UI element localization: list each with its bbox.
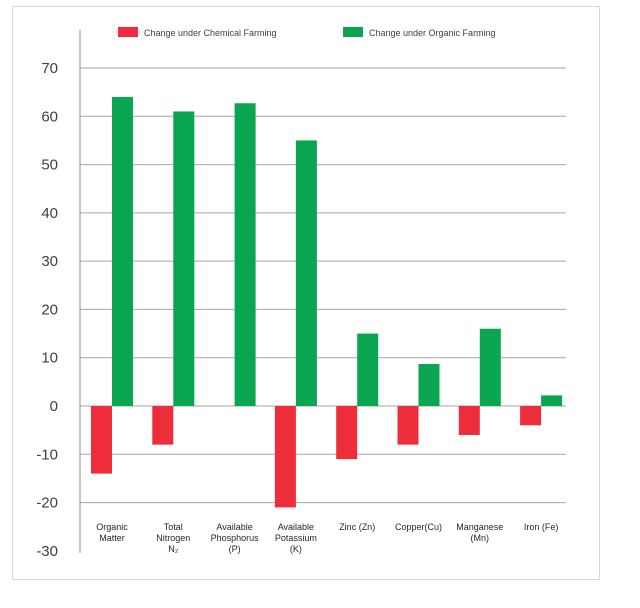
y-tick-label: 40 [41, 205, 58, 222]
chemical-bar-0 [91, 406, 112, 474]
y-tick-label: 0 [50, 398, 58, 415]
x-category-label: Manganese [456, 522, 503, 532]
chemical-bar-7 [520, 406, 542, 426]
x-category-label: Total [164, 522, 183, 532]
legend-label: Change under Chemical Farming [144, 28, 277, 38]
x-category-label: Organic [96, 522, 128, 532]
organic-bar-3 [295, 140, 317, 406]
organic-bar-0 [112, 96, 133, 406]
legend-swatch-1 [343, 27, 363, 37]
legend-swatch-0 [118, 27, 138, 37]
x-category-label: Nitrogen [156, 533, 190, 543]
chemical-bar-4 [336, 406, 358, 460]
organic-bar-2 [234, 103, 256, 407]
x-category-label: Available [278, 522, 314, 532]
x-category-label: Zinc (Zn) [339, 522, 375, 532]
y-tick-label: -30 [36, 543, 58, 560]
y-tick-label: 20 [41, 301, 58, 318]
chemical-bar-3 [274, 406, 296, 508]
x-category-label: (P) [229, 544, 241, 554]
x-category-label: Copper(Cu) [395, 522, 442, 532]
x-category-label: N₂ [168, 544, 178, 554]
organic-bar-6 [479, 328, 501, 406]
y-tick-label: 50 [41, 157, 58, 174]
x-category-label: (Mn) [471, 533, 490, 543]
x-category-label: Iron (Fe) [524, 522, 559, 532]
x-category-label: Potassium [275, 533, 317, 543]
x-category-label: Available [216, 522, 252, 532]
organic-bar-4 [357, 333, 379, 406]
organic-bar-1 [173, 111, 195, 406]
y-tick-label: 60 [41, 108, 58, 125]
chemical-bar-1 [152, 406, 174, 445]
chart-frame [12, 6, 600, 580]
y-tick-label: 30 [41, 253, 58, 270]
y-tick-label: -10 [36, 446, 58, 463]
chemical-bar-5 [397, 406, 419, 445]
x-category-label: Matter [99, 533, 125, 543]
legend-label: Change under Organic Farming [369, 28, 496, 38]
y-tick-label: 70 [41, 60, 58, 77]
x-category-label: Phosphorus [211, 533, 260, 543]
organic-bar-7 [541, 395, 563, 406]
x-category-label: (K) [290, 544, 302, 554]
organic-bar-5 [418, 363, 440, 406]
chemical-bar-6 [458, 406, 480, 435]
y-tick-label: 10 [41, 350, 58, 367]
y-tick-label: -20 [36, 495, 58, 512]
